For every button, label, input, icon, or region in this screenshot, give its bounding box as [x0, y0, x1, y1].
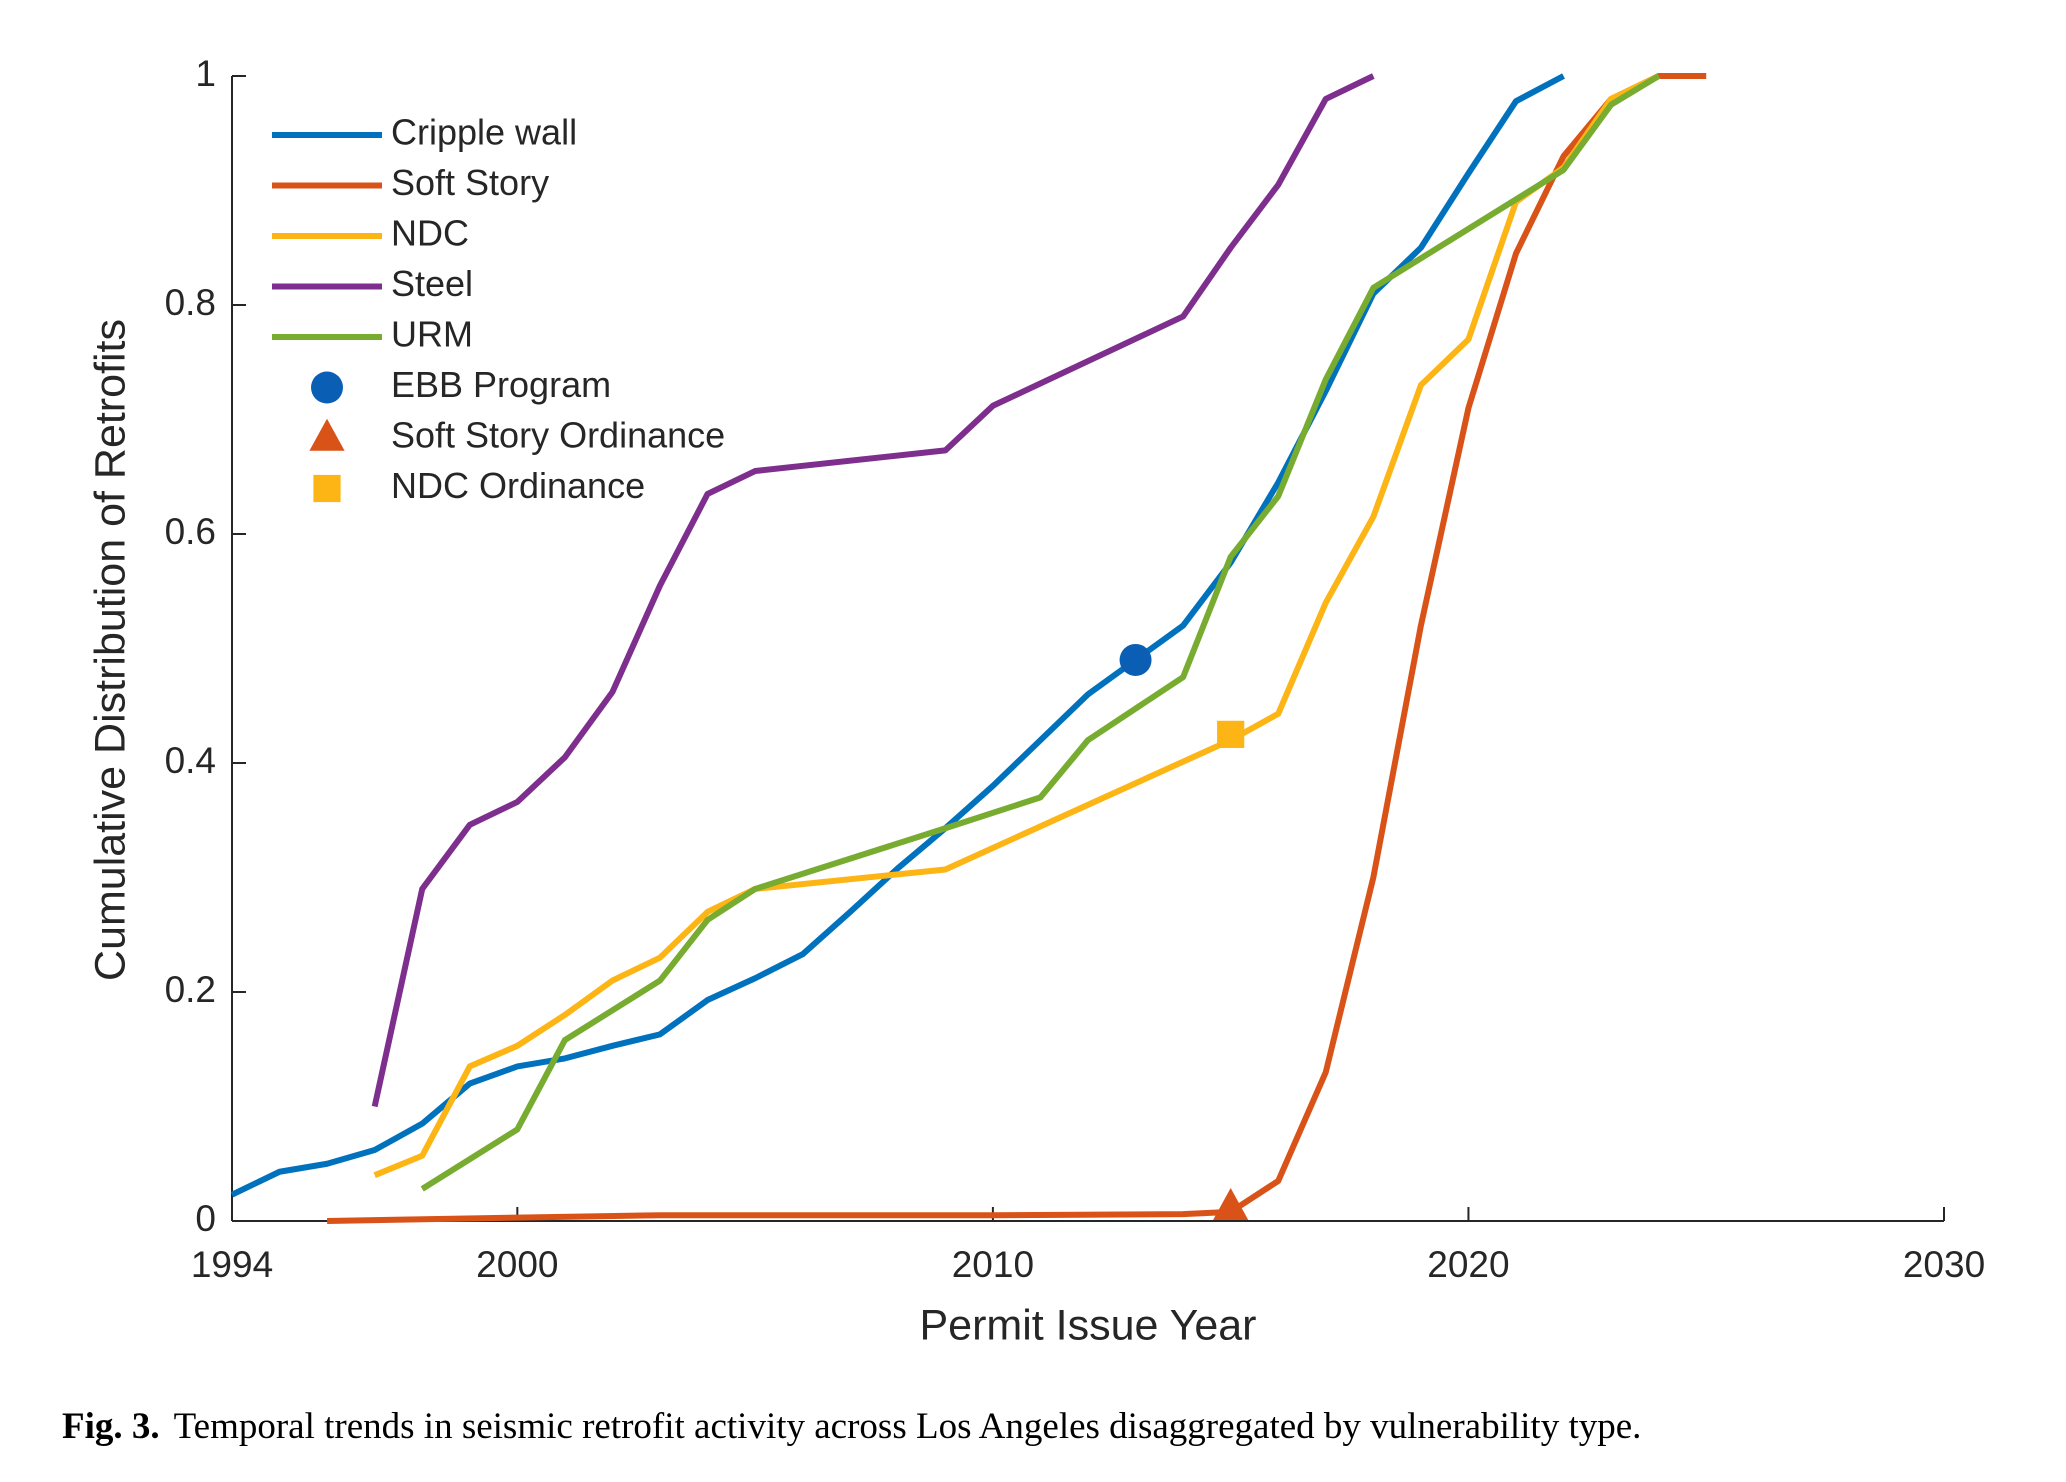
x-tick-label: 2000	[476, 1244, 558, 1285]
point-marker	[1213, 1188, 1249, 1221]
y-tick-label: 0.6	[165, 511, 216, 552]
y-tick-label: 0.4	[165, 740, 216, 781]
caption: Fig. 3. Temporal trends in seismic retrof…	[62, 1406, 1641, 1447]
series-line	[327, 73, 1707, 1224]
legend-swatch	[313, 474, 341, 503]
caption-text: Temporal trends in seismic retrofit acti…	[174, 1406, 1642, 1447]
series-line	[420, 73, 1661, 1192]
legend-label: URM	[391, 314, 473, 355]
legend-label: NDC Ordinance	[391, 465, 645, 506]
y-tick-label: 0.8	[165, 282, 216, 323]
series-line	[373, 73, 1660, 1178]
legend: Cripple wall Soft Story NDC Steel URM EBB Pro…	[272, 112, 725, 506]
legend-label: Steel	[391, 263, 473, 304]
point-marker	[1217, 720, 1245, 748]
y-tick-label: 0	[195, 1198, 216, 1239]
y-tick-label: 0.2	[165, 969, 216, 1010]
caption-label: Fig. 3.	[62, 1406, 160, 1447]
legend-swatch	[309, 418, 345, 451]
legend-label: Soft Story Ordinance	[391, 415, 725, 456]
x-tick-label: 2030	[1903, 1244, 1985, 1285]
legend-label: NDC	[391, 213, 469, 254]
point-marker	[1119, 643, 1152, 676]
y-tick-label: 1	[195, 53, 216, 94]
legend-label: EBB Program	[391, 364, 611, 405]
x-tick-label: 2010	[952, 1244, 1034, 1285]
legend-label: Soft Story	[391, 162, 549, 203]
legend-label: Cripple wall	[391, 112, 577, 153]
x-tick-label: 1994	[191, 1244, 273, 1285]
y-axis-title: Cumulative Distribution of Retrofits	[86, 319, 134, 981]
x-tick-label: 2020	[1427, 1244, 1509, 1285]
series-line	[371, 73, 1375, 1108]
x-axis-title: Permit Issue Year	[919, 1301, 1256, 1349]
legend-swatch	[311, 371, 343, 404]
